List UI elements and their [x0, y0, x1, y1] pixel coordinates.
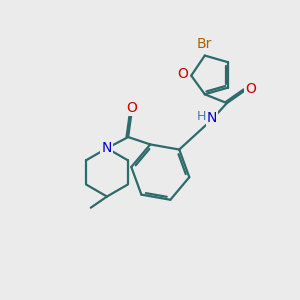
- Text: O: O: [246, 82, 256, 96]
- Text: O: O: [178, 67, 188, 81]
- Text: N: N: [207, 111, 217, 125]
- Text: Br: Br: [196, 38, 212, 51]
- Text: N: N: [101, 141, 112, 155]
- Text: H: H: [197, 110, 206, 123]
- Text: O: O: [126, 101, 137, 115]
